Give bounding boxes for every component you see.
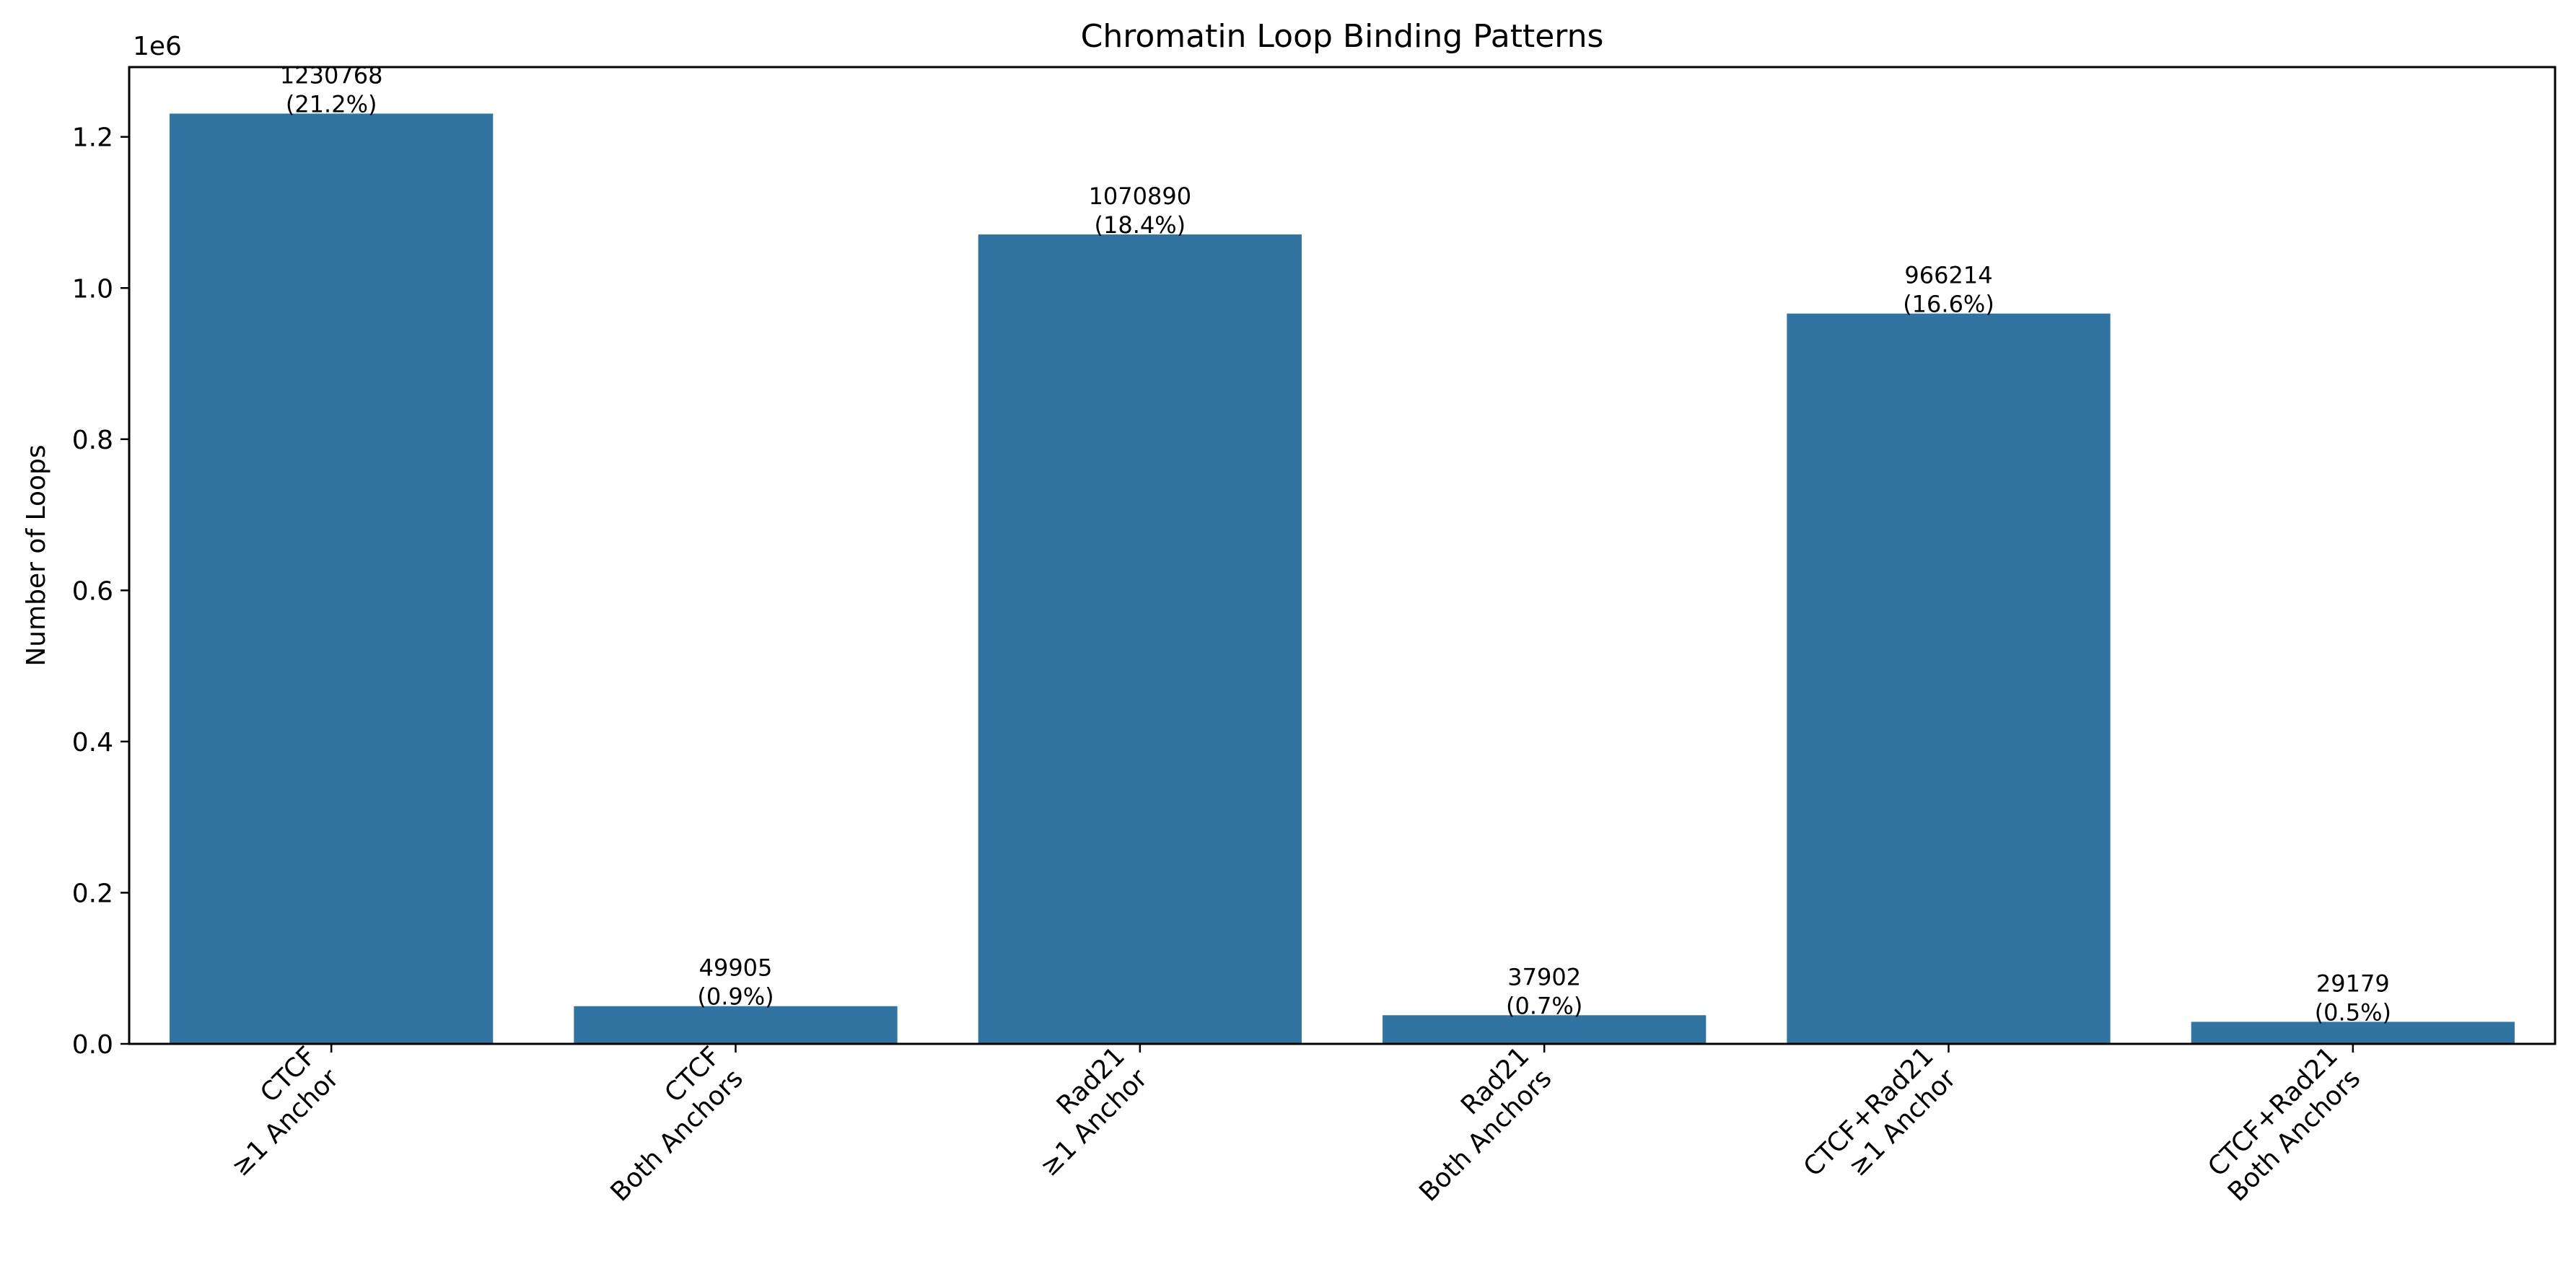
bar xyxy=(170,113,494,1044)
bar-value-label: 1230768 xyxy=(280,61,383,89)
bar xyxy=(1383,1015,1707,1044)
bar-value-label: 1070890 xyxy=(1089,183,1192,210)
bar xyxy=(978,234,1302,1044)
y-tick-label: 0.2 xyxy=(72,879,113,908)
bar-percent-label: (0.5%) xyxy=(2315,998,2391,1026)
y-tick-label: 1.0 xyxy=(72,274,113,304)
y-axis: 0.0 0.2 0.4 0.6 0.8 1.0 1.2 xyxy=(72,123,129,1060)
bar-percent-label: (16.6%) xyxy=(1903,291,1994,318)
bar-value-label: 49905 xyxy=(699,954,773,982)
x-tick-label-group: CTCF≥1 Anchor xyxy=(226,1041,344,1182)
bars-layer xyxy=(170,113,2515,1045)
bar-value-label: 29179 xyxy=(2316,970,2390,997)
bar xyxy=(2191,1022,2515,1044)
bar xyxy=(1787,313,2111,1045)
y-tick-label: 0.6 xyxy=(72,576,113,606)
data-labels: 1230768(21.2%) 49905(0.9%) 1070890(18.4%) 3… xyxy=(280,61,2391,1026)
x-tick-label-group: CTCF+Rad21≥1 Anchor xyxy=(1798,1041,1962,1182)
y-axis-scale-label: 1e6 xyxy=(133,32,182,61)
bar-percent-label: (0.9%) xyxy=(697,983,774,1011)
plot-frame xyxy=(128,66,2557,1045)
bar-percent-label: (0.7%) xyxy=(1506,992,1582,1019)
bar xyxy=(574,1006,898,1044)
bar-value-label: 37902 xyxy=(1507,963,1581,990)
y-tick-label: 0.8 xyxy=(72,426,113,455)
y-tick-label: 0.0 xyxy=(72,1030,113,1060)
y-tick-label: 1.2 xyxy=(72,123,113,153)
chart-title: Chromatin Loop Binding Patterns xyxy=(1081,18,1604,55)
bar-percent-label: (18.4%) xyxy=(1095,211,1186,239)
y-axis-label: Number of Loops xyxy=(22,444,51,666)
y-tick-label: 0.4 xyxy=(72,728,113,757)
bar-percent-label: (21.2%) xyxy=(286,90,377,118)
bar-value-label: 966214 xyxy=(1904,262,1992,289)
x-tick-label-group: Rad21≥1 Anchor xyxy=(1035,1041,1153,1182)
